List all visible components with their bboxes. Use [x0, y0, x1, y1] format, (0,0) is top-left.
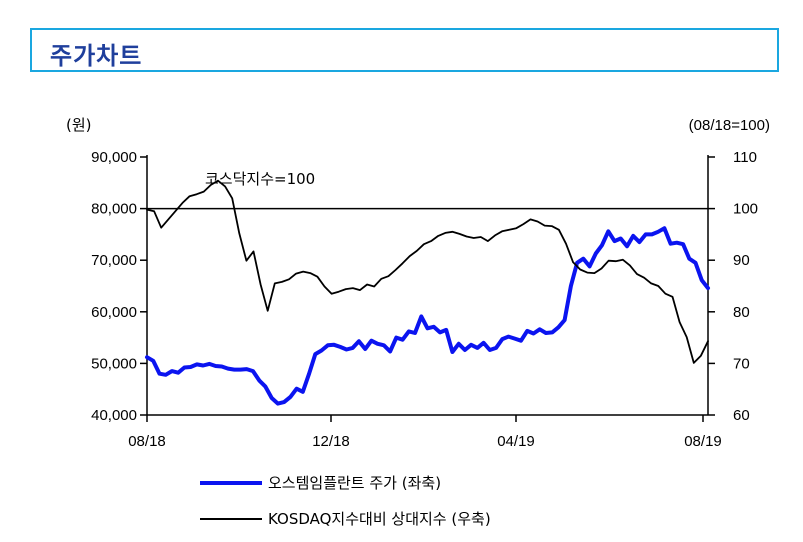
title-box: 주가차트: [30, 28, 779, 72]
left-tick-label: 50,000: [91, 355, 137, 372]
right-tick-label: 70: [733, 355, 750, 372]
axes: 40,000 50,000 60,000 70,000 80,000 90,000 60 70…: [91, 149, 758, 450]
left-unit-label: (원): [66, 116, 92, 134]
left-tick-label: 80,000: [91, 201, 137, 218]
x-tick-label: 08/18: [128, 433, 166, 450]
left-tick-label: 90,000: [91, 149, 137, 166]
right-tick-label: 80: [733, 304, 750, 321]
x-tick-label: 12/18: [312, 433, 350, 450]
x-tick-label: 04/19: [497, 433, 535, 450]
x-tick-label: 08/19: [684, 433, 722, 450]
left-tick-label: 40,000: [91, 407, 137, 424]
legend-label-relative: KOSDAQ지수대비 상대지수 (우축): [268, 510, 491, 528]
right-tick-label: 110: [733, 149, 757, 166]
right-tick-label: 60: [733, 407, 750, 424]
right-tick-label: 90: [733, 252, 750, 269]
right-unit-label: (08/18=100): [689, 117, 770, 134]
legend: 오스템임플란트 주가 (좌축) KOSDAQ지수대비 상대지수 (우축): [200, 474, 491, 528]
left-tick-label: 70,000: [91, 252, 137, 269]
reference-annotation: 코스닥지수=100: [205, 170, 315, 188]
left-tick-label: 60,000: [91, 304, 137, 321]
right-tick-label: 100: [733, 201, 758, 218]
series-group: [145, 179, 710, 406]
series-line-relative-index: [146, 179, 709, 364]
legend-label-stock: 오스템임플란트 주가 (좌축): [268, 474, 441, 492]
page-title: 주가차트: [50, 42, 143, 70]
series-line-stock-price: [145, 226, 710, 406]
